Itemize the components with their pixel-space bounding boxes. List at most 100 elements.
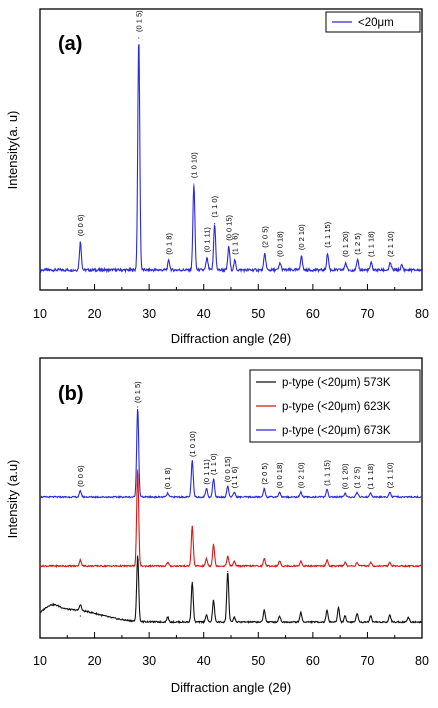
peak-label: (0 1 11)	[202, 459, 211, 485]
peak-point	[167, 561, 169, 564]
peak-label: (0 1 5)	[133, 381, 142, 403]
peak-label: (1 1 0)	[210, 195, 219, 217]
peak-point	[389, 614, 391, 616]
peak-point	[212, 478, 215, 480]
x-tick-label: 60	[306, 307, 320, 321]
peak-point	[344, 615, 346, 617]
peak-point	[278, 560, 281, 562]
peak-point	[206, 257, 208, 259]
peak-label: (0 1 20)	[341, 231, 350, 257]
x-tick-label: 50	[251, 654, 265, 668]
peak-point	[264, 253, 266, 255]
peak-label: (1 1 18)	[367, 231, 376, 257]
panel-label: (a)	[58, 33, 82, 55]
peak-point	[326, 253, 329, 255]
x-tick-label: 10	[33, 654, 47, 668]
legend-entry: p-type (<20μm) 573K	[282, 377, 391, 389]
peak-label: (1 1 15)	[323, 459, 332, 485]
peak-point	[212, 543, 215, 546]
peak-point	[370, 561, 372, 564]
peak-point	[212, 599, 215, 602]
legend-entry: <20μm	[358, 17, 394, 29]
x-tick-label: 80	[415, 654, 429, 668]
peak-label: (0 0 18)	[276, 231, 285, 257]
x-axis-label: Diffraction angle (2θ)	[171, 331, 291, 346]
series-line	[39, 470, 423, 569]
x-axis-label: Diffraction angle (2θ)	[171, 680, 291, 695]
peak-point	[79, 241, 81, 243]
peak-point	[389, 561, 391, 564]
panel-label: (b)	[58, 383, 84, 405]
peak-point	[300, 560, 302, 562]
peak-point	[205, 558, 208, 560]
peak-point	[79, 559, 81, 561]
series-line	[39, 556, 423, 625]
peak-label: (2 0 5)	[260, 462, 269, 484]
x-tick-label: 20	[88, 307, 102, 321]
peak-label: (1 0 10)	[189, 152, 198, 178]
peak-point	[227, 485, 229, 487]
peak-point	[356, 491, 358, 493]
peak-point	[370, 492, 372, 494]
peak-label: (0 0 6)	[76, 465, 85, 487]
peak-label: (0 1 11)	[202, 227, 211, 253]
chart-panel-b: 10 20 30 40 50 60 70 80 Diffraction angle (2θ) In…	[5, 357, 429, 695]
legend-entry: p-type (<20μm) 673K	[282, 425, 391, 437]
x-tick-label: 30	[142, 654, 156, 668]
peak-point	[370, 262, 372, 264]
peak-point	[300, 611, 302, 614]
peak-point	[137, 555, 139, 557]
peak-label: (1 0 10)	[188, 431, 197, 457]
peak-point	[137, 469, 139, 471]
peak-point	[193, 183, 195, 185]
x-tick-label: 70	[360, 654, 374, 668]
x-tick-label: 50	[251, 307, 265, 321]
peak-point	[233, 560, 235, 562]
peak-point	[233, 491, 235, 493]
x-tick-label: 20	[88, 654, 102, 668]
peak-point	[79, 615, 81, 617]
peak-label: (0 1 8)	[164, 233, 173, 255]
peak-point	[337, 607, 340, 609]
peak-point	[228, 246, 230, 248]
legend-box	[325, 11, 421, 33]
peak-point	[326, 559, 328, 561]
chart-panel-a: 10 20 30 40 50 60 70 80 Diffraction angle (2θ) In…	[5, 8, 429, 346]
peak-point	[263, 558, 265, 560]
peak-point	[227, 555, 229, 558]
peak-label: (2 1 10)	[385, 462, 394, 488]
peak-label: (0 0 15)	[224, 214, 233, 240]
peak-point	[191, 460, 193, 462]
peak-label: (0 0 15)	[223, 456, 232, 482]
peak-point	[214, 223, 216, 225]
series-line	[39, 409, 423, 500]
peak-point	[389, 491, 391, 493]
x-tick-label: 40	[197, 307, 211, 321]
peak-label: (1 2 5)	[353, 466, 362, 488]
peak-point	[401, 264, 403, 266]
peak-point	[234, 260, 236, 262]
x-tick-label: 40	[197, 654, 211, 668]
peak-point	[356, 561, 358, 564]
peak-point	[389, 262, 391, 264]
peak-point	[263, 488, 265, 490]
peak-point	[191, 525, 193, 528]
peak-point	[278, 615, 281, 617]
peak-point	[326, 609, 328, 611]
peak-label: (1 1 6)	[230, 233, 239, 255]
peak-label: (0 0 6)	[76, 214, 85, 236]
peak-label: (0 1 5)	[134, 10, 143, 32]
peak-label: (1 1 18)	[366, 463, 375, 489]
peak-point	[191, 581, 193, 584]
peak-point	[167, 492, 169, 494]
peak-label: (0 2 10)	[296, 462, 305, 488]
x-tick-label: 30	[142, 307, 156, 321]
x-tick-label: 80	[415, 307, 429, 321]
peak-point	[79, 490, 81, 492]
x-tick-label: 10	[33, 307, 47, 321]
peak-point	[138, 37, 140, 39]
peak-point	[357, 260, 359, 262]
x-tick-label: 70	[360, 307, 374, 321]
peak-point	[300, 255, 302, 257]
